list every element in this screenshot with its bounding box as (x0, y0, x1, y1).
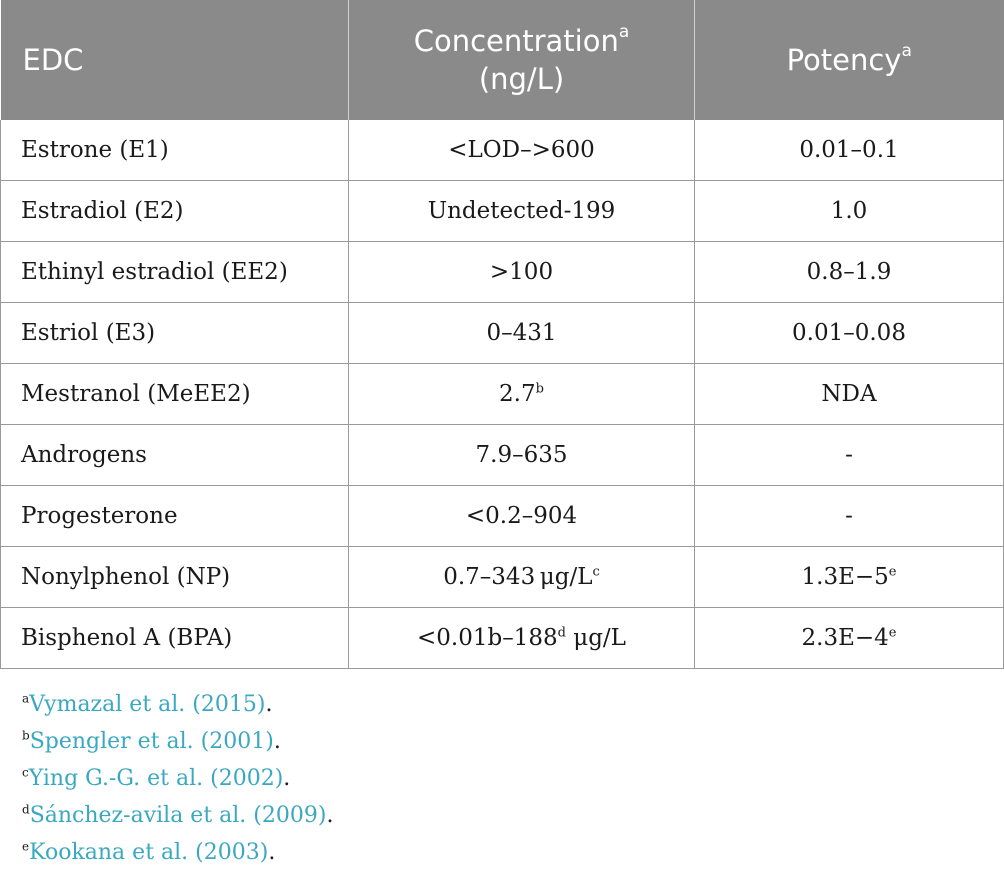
table-row: Androgens 7.9–635 - (0, 424, 1004, 486)
potency-footnote-mark: e (888, 625, 897, 641)
table-row: Progesterone <0.2–904 - (0, 485, 1004, 547)
footnote-reference-link[interactable]: Ying G.-G. et al. (2002) (28, 766, 284, 791)
cell-potency: 2.3E−4e (694, 607, 1004, 669)
footnote-mark: a (22, 691, 30, 706)
cell-concentration: 7.9–635 (348, 424, 695, 486)
footnote-end: . (268, 840, 276, 865)
table-row: Estradiol (E2) Undetected-199 1.0 (0, 180, 1004, 242)
cell-potency: - (694, 424, 1004, 486)
concentration-value: <0.01b–188 (417, 625, 558, 651)
potency-value: - (845, 442, 853, 468)
concentration-footnote-mark: d (557, 625, 566, 641)
cell-potency: 1.0 (694, 180, 1004, 242)
cell-concentration: 0–431 (348, 302, 695, 364)
cell-potency: 0.01–0.08 (694, 302, 1004, 364)
cell-edc: Nonylphenol (NP) (0, 546, 349, 608)
cell-concentration: 2.7b (348, 363, 695, 425)
cell-edc: Bisphenol A (BPA) (0, 607, 349, 669)
footnote-reference-link[interactable]: Sánchez-avila et al. (2009) (29, 803, 327, 828)
cell-edc: Mestranol (MeEE2) (0, 363, 349, 425)
cell-concentration: <0.2–904 (348, 485, 695, 547)
cell-edc: Ethinyl estradiol (EE2) (0, 241, 349, 303)
table-row: Estrone (E1) <LOD–>600 0.01–0.1 (0, 120, 1004, 181)
header-concentration-sup: a (618, 22, 630, 43)
potency-value: NDA (821, 381, 877, 407)
header-concentration-unit: (ng/L) (478, 62, 565, 96)
footnote-end: . (283, 766, 291, 791)
potency-footnote-mark: e (888, 564, 897, 580)
footnote: aVymazal et al. (2015). (22, 686, 333, 723)
header-potency: Potencya (694, 0, 1004, 120)
header-concentration-label: Concentration (413, 24, 619, 58)
table-row: Nonylphenol (NP) 0.7–343 μg/Lc 1.3E−5e (0, 546, 1004, 608)
footnote-reference-link[interactable]: Kookana et al. (2003) (29, 840, 269, 865)
footnote: cYing G.-G. et al. (2002). (22, 760, 333, 797)
cell-edc: Estriol (E3) (0, 302, 349, 364)
cell-edc: Estradiol (E2) (0, 180, 349, 242)
concentration-value: 0–431 (486, 320, 557, 346)
concentration-unit: μg/L (565, 625, 626, 651)
table-row: Mestranol (MeEE2) 2.7b NDA (0, 363, 1004, 425)
header-potency-label: Potency (786, 43, 902, 77)
cell-concentration: Undetected-199 (348, 180, 695, 242)
header-potency-sup: a (901, 41, 912, 62)
cell-edc: Progesterone (0, 485, 349, 547)
footnote-reference-link[interactable]: Vymazal et al. (2015) (29, 692, 266, 717)
cell-concentration: 0.7–343 μg/Lc (348, 546, 695, 608)
cell-potency: NDA (694, 363, 1004, 425)
cell-edc: Androgens (0, 424, 349, 486)
potency-value: 0.01–0.1 (799, 137, 899, 163)
footnote: dSánchez-avila et al. (2009). (22, 797, 333, 834)
footnote-mark: e (22, 839, 30, 854)
footnote: eKookana et al. (2003). (22, 834, 333, 871)
concentration-value: 7.9–635 (475, 442, 568, 468)
concentration-value: <0.2–904 (465, 503, 578, 529)
potency-value: 0.8–1.9 (806, 259, 892, 285)
edc-table: EDC Concentrationa (ng/L) Potencya Estro… (0, 0, 1004, 669)
concentration-value: 0.7–343 μg/L (443, 564, 593, 590)
concentration-value: <LOD–>600 (448, 137, 595, 163)
cell-potency: 0.01–0.1 (694, 120, 1004, 181)
footnote-mark: b (22, 728, 30, 743)
footnote-reference-link[interactable]: Spengler et al. (2001) (29, 729, 274, 754)
cell-potency: 0.8–1.9 (694, 241, 1004, 303)
concentration-value: >100 (489, 259, 554, 285)
potency-value: - (845, 503, 853, 529)
header-concentration: Concentrationa (ng/L) (348, 0, 695, 120)
potency-value: 1.0 (830, 198, 868, 224)
potency-value: 0.01–0.08 (792, 320, 906, 346)
cell-edc: Estrone (E1) (0, 120, 349, 181)
cell-concentration: <LOD–>600 (348, 120, 695, 181)
footnote-end: . (273, 729, 281, 754)
footnote: bSpengler et al. (2001). (22, 723, 333, 760)
potency-value: 1.3E−5 (801, 564, 889, 590)
header-edc: EDC (0, 0, 349, 120)
header-row: EDC Concentrationa (ng/L) Potencya (0, 0, 1004, 120)
concentration-value: Undetected-199 (427, 198, 616, 224)
concentration-value: 2.7 (499, 381, 536, 407)
cell-potency: 1.3E−5e (694, 546, 1004, 608)
cell-potency: - (694, 485, 1004, 547)
header-edc-label: EDC (22, 43, 84, 77)
footnote-end: . (265, 692, 273, 717)
cell-concentration: <0.01b–188d μg/L (348, 607, 695, 669)
footnote-end: . (326, 803, 334, 828)
cell-concentration: >100 (348, 241, 695, 303)
table-row: Bisphenol A (BPA) <0.01b–188d μg/L 2.3E−4e (0, 607, 1004, 669)
table-row: Ethinyl estradiol (EE2) >100 0.8–1.9 (0, 241, 1004, 303)
footnote-mark: c (22, 765, 29, 780)
footnote-mark: d (22, 802, 30, 817)
footnotes: aVymazal et al. (2015). bSpengler et al. … (22, 686, 333, 871)
potency-value: 2.3E−4 (801, 625, 889, 651)
concentration-footnote-mark: c (592, 564, 600, 580)
table-row: Estriol (E3) 0–431 0.01–0.08 (0, 302, 1004, 364)
concentration-footnote-mark: b (535, 381, 544, 397)
